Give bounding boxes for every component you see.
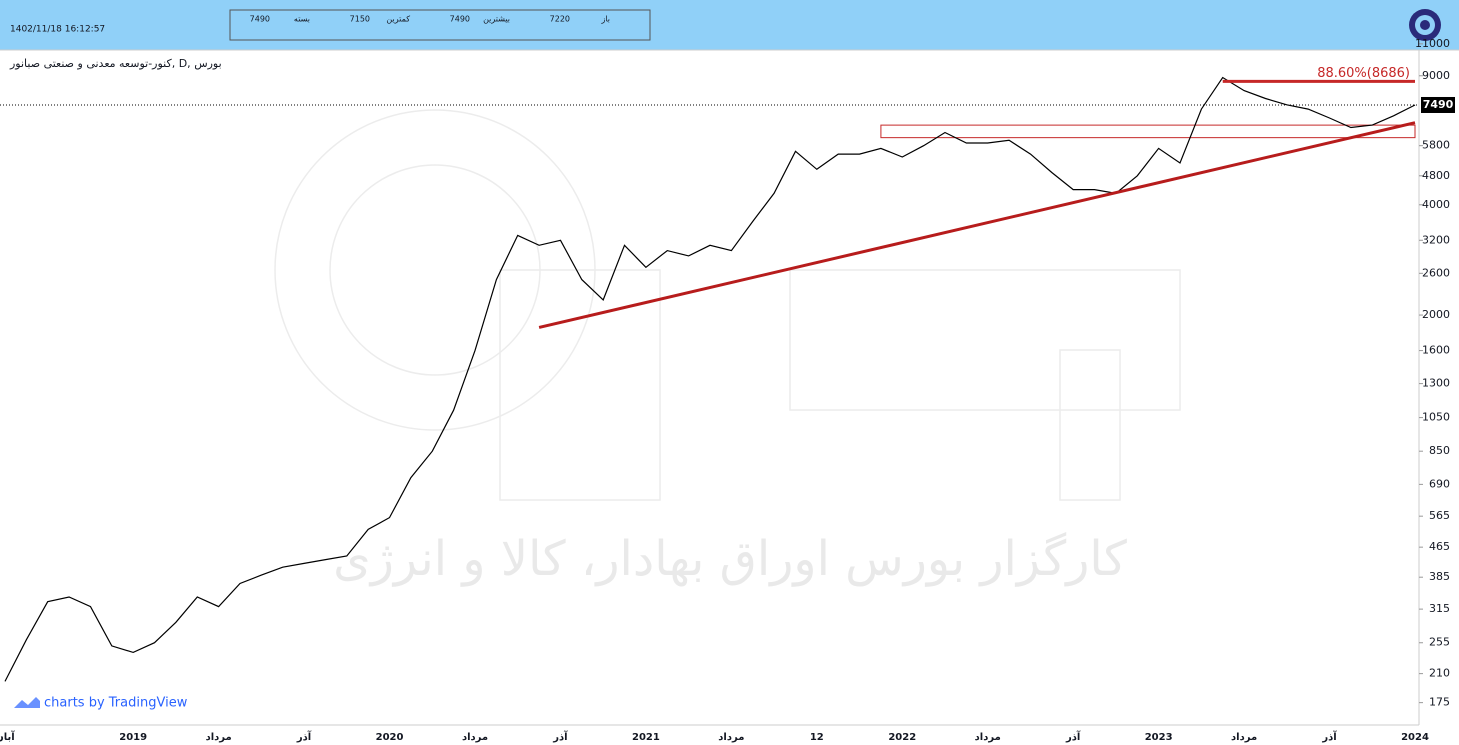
y-tick-label: 9000 [1422,69,1450,82]
x-tick-label: آبان [0,730,15,743]
x-tick-label: 2020 [376,732,404,743]
x-tick-label: مرداد [718,732,744,743]
resistance-label: 88.60%(8686) [1317,66,1410,81]
y-tick-label: 3200 [1422,233,1450,246]
x-tick-label: 2019 [119,732,147,743]
ohlc-box [229,9,651,41]
x-tick-label: آذر [1321,730,1337,743]
last-price-label: 7490 [1423,98,1454,111]
y-tick-label: 1300 [1422,377,1450,390]
watermark: کارگزار بورس اوراق بهادار، کالا و انرژی [333,531,1127,587]
y-tick-label: 1050 [1422,411,1450,424]
y-tick-label: 4800 [1422,169,1450,182]
y-tick-label: 465 [1429,540,1450,553]
credit [14,697,40,708]
x-tick-label: 2023 [1145,732,1173,743]
ohlc-value: 7490 [450,15,470,24]
ohlc-label: کمترین [386,15,410,24]
y-tick-label: 565 [1429,509,1450,522]
x-tick-label: 12 [810,732,824,743]
y-tick-label: 1600 [1422,344,1450,357]
y-tick-label: 175 [1429,696,1450,709]
ohlc-label: بیشترین [483,15,510,24]
y-tick-label: 210 [1429,667,1450,680]
price-line [4,76,1416,682]
header-bar [0,0,1459,50]
ohlc-value: 7150 [350,15,370,24]
y-tick-label: 850 [1429,444,1450,457]
ohlc-value: 7490 [250,15,270,24]
x-tick-label: 2021 [632,732,660,743]
trendline [538,121,1416,329]
timestamp: 1402/11/18 16:12:57 [10,25,105,35]
y-tick-label: 2000 [1422,308,1450,321]
chart-title: کنور-توسعه معدنی و صنعتی صبانور, D, بورس [9,57,222,70]
y-tick-label: 4000 [1422,198,1450,211]
x-tick-label: مرداد [975,732,1001,743]
y-tick-label: 690 [1429,477,1450,490]
y-tick-label: 315 [1429,602,1450,615]
x-tick-label: 2022 [888,732,916,743]
y-tick-label: 11000 [1415,37,1450,50]
ohlc-label: بسته [294,15,310,24]
x-tick-label: آذر [296,730,312,743]
y-tick-label: 2600 [1422,266,1450,279]
x-tick-label: مرداد [462,732,488,743]
logo [1409,9,1441,41]
y-tick-label: 5800 [1422,139,1450,152]
watermark-logo [274,109,1181,501]
x-tick-label: آذر [552,730,568,743]
last-price-tag [1421,96,1455,113]
credit-text: charts by TradingView [44,696,188,711]
x-tick-label: مرداد [1231,732,1257,743]
ohlc-value: 7220 [550,15,570,24]
y-tick-label: 385 [1429,570,1450,583]
y-tick-label: 255 [1429,636,1450,649]
zone [880,124,1416,139]
ohlc-label: باز [600,15,610,24]
x-tick-label: 2024 [1401,732,1429,743]
x-tick-label: آذر [1065,730,1081,743]
x-tick-label: مرداد [206,732,232,743]
